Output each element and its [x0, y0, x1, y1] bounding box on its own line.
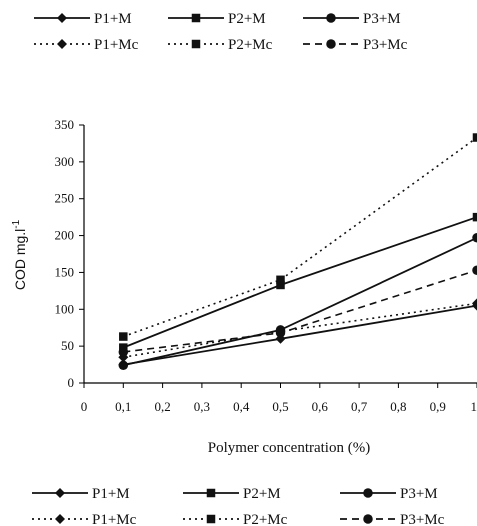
- legend-item: P3+M: [340, 486, 438, 502]
- legend-marker: [326, 39, 336, 49]
- legend-item: P2+M: [183, 486, 281, 502]
- legend-marker: [363, 488, 373, 498]
- x-tick-label: 0,1: [115, 399, 131, 414]
- legend-label: P1+M: [92, 486, 130, 502]
- y-axis-title-text: COD mg.l: [12, 229, 28, 290]
- legend-marker: [191, 39, 201, 49]
- series-lines: [122, 136, 477, 367]
- x-tick-label: 0,2: [154, 399, 170, 414]
- legend-label: P2+M: [243, 486, 281, 502]
- legend-item: P3+Mc: [303, 37, 408, 53]
- legend-label: P2+Mc: [228, 37, 273, 53]
- legend-marker: [191, 13, 201, 23]
- x-tick-label: 0: [81, 399, 88, 414]
- legend-marker: [206, 514, 216, 524]
- series-markers: [118, 133, 477, 371]
- x-tick-label: 0,6: [312, 399, 329, 414]
- x-tick-label: 0,9: [430, 399, 446, 414]
- legend-item: P2+Mc: [168, 37, 273, 53]
- legend-bottom: P1+M P2+M P3+M P1+Mc P2+Mc P3+Mc: [32, 486, 445, 526]
- y-tick-label: 200: [55, 228, 75, 243]
- legend-item: P1+Mc: [32, 512, 137, 526]
- legend-marker: [206, 488, 216, 498]
- legend-item: P3+Mc: [340, 512, 445, 526]
- legend-marker: [363, 514, 373, 524]
- series-line-p2-mc: [123, 136, 477, 338]
- legend-item: P1+M: [32, 486, 130, 502]
- legend-label: P3+M: [363, 11, 401, 27]
- legend-item: P3+M: [303, 11, 401, 27]
- x-tick-label: 0,3: [194, 399, 210, 414]
- legend-item: P2+Mc: [183, 512, 288, 526]
- x-tick-label: 1: [471, 399, 477, 414]
- data-point-p2-mc: [472, 133, 477, 142]
- y-axis-title: COD mg.l-1: [11, 219, 28, 290]
- series-line-p2-m: [122, 216, 477, 349]
- data-point-p3-m: [118, 360, 129, 371]
- data-point-p1-mc: [472, 298, 477, 309]
- legend-item: P1+Mc: [34, 37, 139, 53]
- legend-item: P1+M: [34, 11, 132, 27]
- data-point-p3-mc: [275, 328, 286, 338]
- x-tick-label: 0,4: [233, 399, 250, 414]
- legend-label: P1+M: [94, 11, 132, 27]
- data-point-p3-mc: [118, 347, 129, 357]
- y-tick-label: 250: [55, 191, 75, 206]
- x-tick-label: 0,5: [272, 399, 288, 414]
- legend-top: P1+M P2+M P3+M P1+Mc P2+Mc P3+Mc: [34, 11, 408, 53]
- series-line-p1-m: [123, 304, 477, 366]
- y-tick-label: 50: [61, 338, 74, 353]
- y-tick-label: 300: [55, 154, 75, 169]
- x-tick-label: 0,7: [351, 399, 368, 414]
- data-point-p2-m: [472, 212, 477, 222]
- legend-marker: [55, 514, 65, 524]
- legend-label: P1+Mc: [92, 512, 137, 526]
- legend-label: P3+Mc: [400, 512, 445, 526]
- legend-label: P3+M: [400, 486, 438, 502]
- data-point-p2-mc: [276, 275, 285, 285]
- data-point-p3-mc: [472, 265, 477, 275]
- legend-label: P2+Mc: [243, 512, 288, 526]
- data-point-p3-m: [472, 233, 477, 243]
- legend-marker: [57, 13, 67, 23]
- y-tick-label: 100: [55, 301, 75, 316]
- data-point-p2-mc: [119, 332, 128, 341]
- legend-item: P2+M: [168, 11, 266, 27]
- y-ticks: 0 50 100 150 200 250 300 350: [55, 117, 84, 390]
- legend-label: P1+Mc: [94, 37, 139, 53]
- y-tick-label: 350: [55, 117, 75, 132]
- x-tick-label: 0,8: [390, 399, 406, 414]
- y-tick-label: 0: [68, 375, 75, 390]
- series-line-p3-mc: [123, 269, 477, 353]
- legend-marker: [57, 39, 67, 49]
- y-tick-label: 150: [55, 264, 75, 279]
- plot-area: 0 50 100 150 200 250 300 350 0 0,1 0,2 0,3 0,4 0,5 0,…: [55, 117, 477, 414]
- legend-marker: [55, 488, 65, 498]
- y-axis-title-superscript: -1: [11, 219, 22, 228]
- legend-marker: [326, 13, 336, 23]
- data-point-p2-m: [276, 280, 285, 290]
- legend-label: P3+Mc: [363, 37, 408, 53]
- series-line-p1-mc: [123, 302, 477, 358]
- legend-label: P2+M: [228, 11, 266, 27]
- x-axis-title: Polymer concentration (%): [208, 440, 370, 456]
- x-ticks: 0 0,1 0,2 0,3 0,4 0,5 0,6 0,7 0,8 0,9 1: [81, 383, 477, 414]
